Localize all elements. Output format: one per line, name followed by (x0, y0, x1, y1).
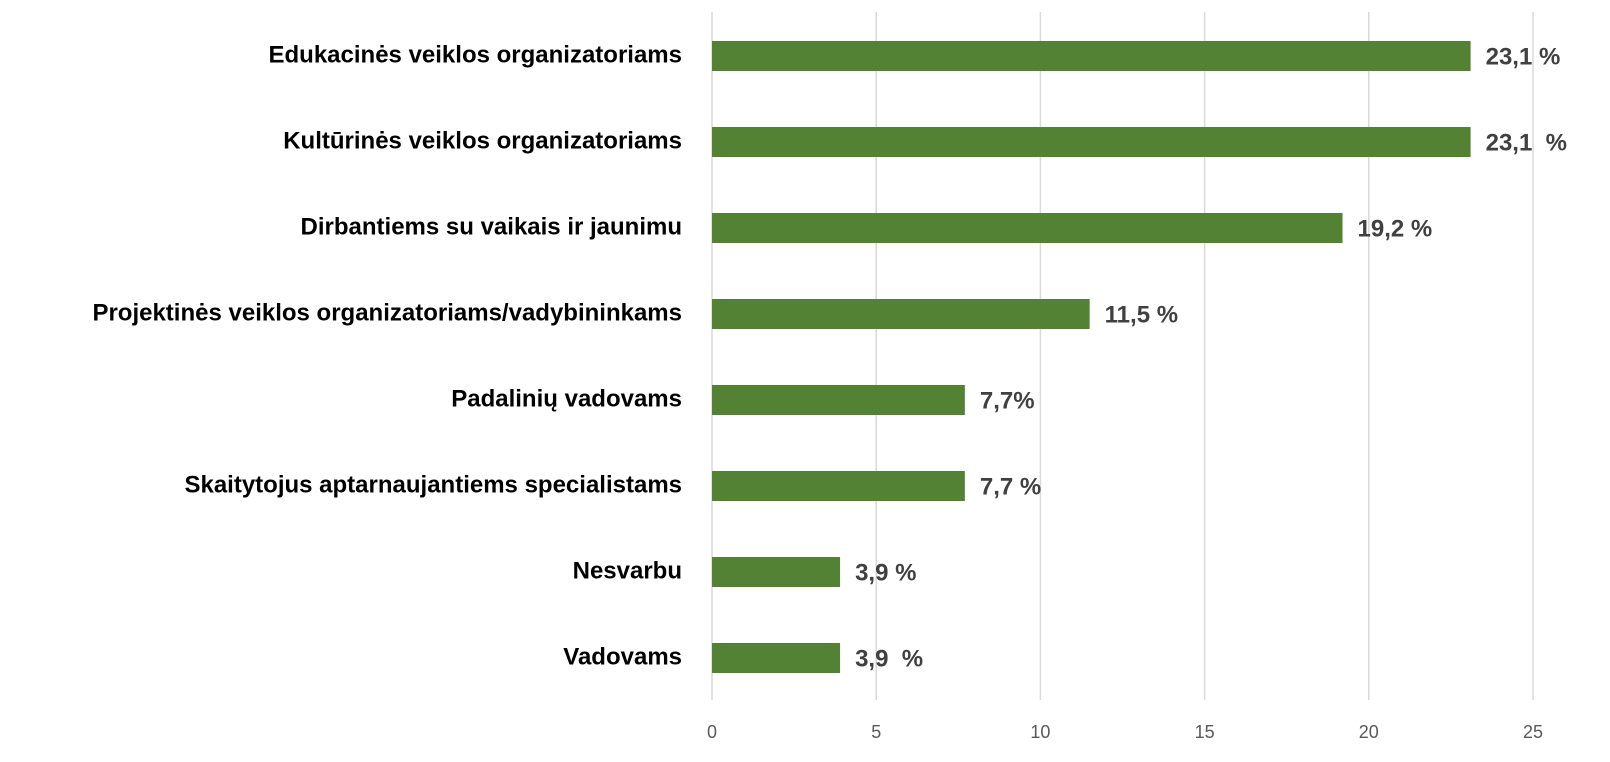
value-label: 23,1 % (1486, 43, 1561, 70)
category-label: Vadovams (563, 643, 682, 670)
value-label: 3,9 % (855, 559, 916, 586)
value-label: 3,9 % (855, 645, 923, 672)
value-label: 19,2 % (1358, 215, 1433, 242)
bar (712, 557, 841, 587)
bar (712, 385, 965, 415)
bar (712, 127, 1471, 157)
bar (712, 643, 841, 673)
value-label: 7,7% (980, 387, 1035, 414)
x-tick-label: 25 (1523, 722, 1543, 742)
category-label: Projektinės veiklos organizatoriams/vady… (92, 299, 682, 326)
category-label: Edukacinės veiklos organizatoriams (269, 41, 683, 68)
category-label: Skaitytojus aptarnaujantiems specialista… (184, 471, 682, 498)
value-label: 7,7 % (980, 473, 1041, 500)
bar (712, 299, 1090, 329)
bar (712, 471, 965, 501)
value-label: 11,5 % (1105, 301, 1178, 328)
bar (712, 41, 1471, 71)
category-label: Kultūrinės veiklos organizatoriams (283, 127, 682, 154)
x-tick-label: 10 (1030, 722, 1050, 742)
x-tick-label: 15 (1195, 722, 1215, 742)
x-tick-label: 20 (1359, 722, 1379, 742)
x-tick-label: 0 (707, 722, 717, 742)
bar (712, 213, 1343, 243)
value-label: 23,1 % (1486, 129, 1567, 156)
category-label: Nesvarbu (573, 557, 682, 584)
category-label: Dirbantiems su vaikais ir jaunimu (301, 213, 682, 240)
category-label: Padalinių vadovams (451, 385, 682, 412)
x-tick-label: 5 (871, 722, 881, 742)
